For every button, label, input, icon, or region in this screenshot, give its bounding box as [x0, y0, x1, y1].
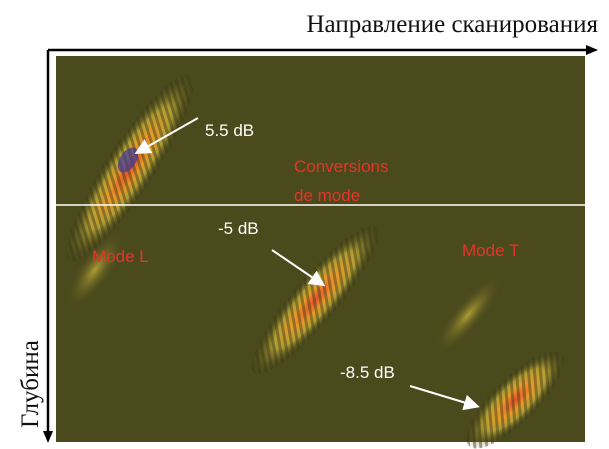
conversion-label: de mode [294, 186, 360, 205]
scan-arrowhead [586, 45, 598, 55]
depth-arrowhead [43, 431, 53, 443]
amplitude-label: -5 dB [218, 219, 259, 238]
amplitude-label: 5.5 dB [205, 121, 254, 140]
page: Направление сканирования Глубина 5.5 dB … [0, 0, 609, 449]
conversion-label: Conversions [294, 157, 389, 176]
amplitude-label: -8.5 dB [340, 363, 395, 382]
mode-label: Mode T [462, 241, 519, 260]
figure: Направление сканирования Глубина 5.5 dB … [0, 0, 609, 449]
scan-direction-label: Направление сканирования [307, 11, 599, 38]
depth-label: Глубина [17, 340, 44, 428]
mode-label: Mode L [92, 247, 149, 266]
